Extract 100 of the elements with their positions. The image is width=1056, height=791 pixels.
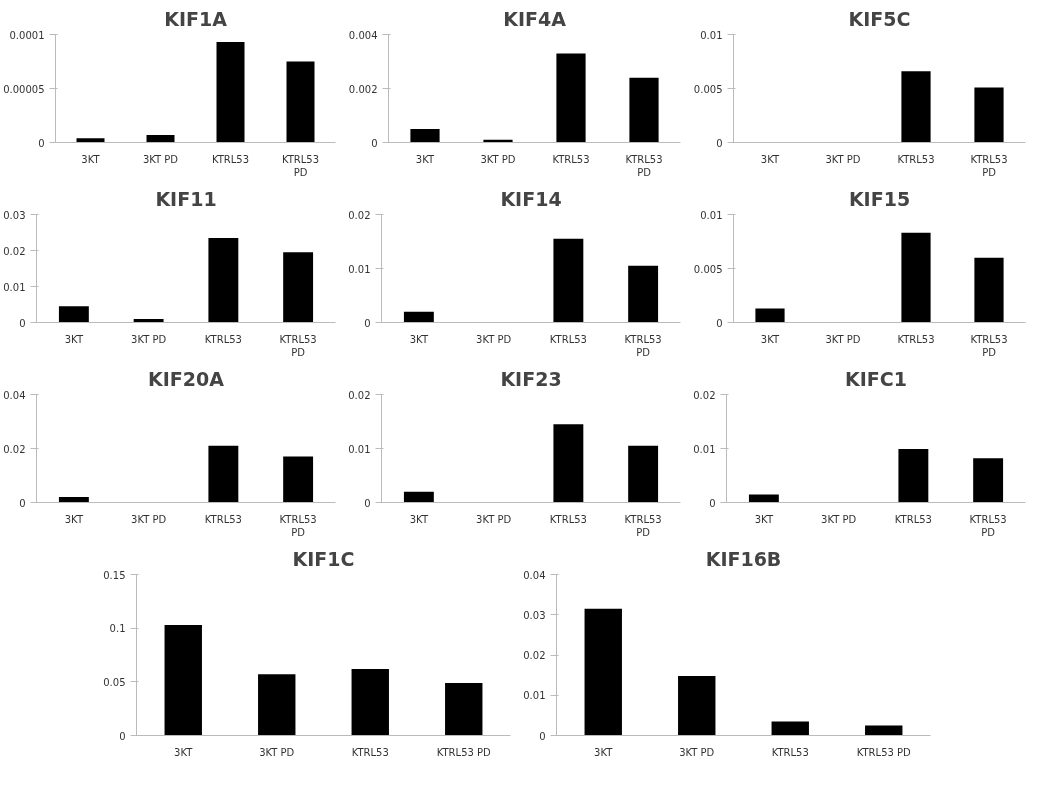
bar — [58, 497, 89, 503]
x-tick-label: KTRL53 — [204, 513, 242, 525]
x-tick-label: KTRL53 PD — [281, 153, 320, 178]
x-tick-label: KTRL53 PD — [624, 333, 662, 358]
bar — [678, 675, 716, 736]
x-tick-label: 3KT PD — [480, 153, 516, 165]
bar — [208, 445, 239, 503]
y-tick-label: 0 — [539, 730, 546, 742]
x-tick-label: KTRL53 — [211, 153, 250, 165]
x-tick-label: KTRL53 — [549, 333, 587, 345]
bar — [216, 42, 245, 143]
bar — [208, 237, 239, 323]
x-tick-label: 3KT PD — [825, 153, 861, 165]
x-tick-label: KTRL53 — [204, 333, 242, 345]
chart-title: KIF5C — [848, 7, 911, 30]
chart-title: KIF20A — [148, 367, 225, 390]
y-tick-label: 0.02 — [348, 209, 371, 221]
y-tick-label: 0.01 — [700, 29, 723, 41]
chart-title: KIF4A — [503, 7, 567, 30]
x-tick-label: 3KT — [760, 333, 781, 345]
bar — [283, 456, 314, 503]
x-tick-label: KTRL53 PD — [969, 513, 1007, 538]
x-tick-label: KTRL53 — [894, 513, 932, 525]
y-tick-label: 0 — [119, 730, 126, 742]
x-tick-label: KTRL53 PD — [625, 153, 663, 178]
x-tick-label: KTRL53 PD — [279, 513, 317, 538]
x-tick-label: KTRL53 PD — [279, 333, 317, 358]
y-tick-label: 0 — [371, 137, 378, 149]
x-tick-label: KTRL53 — [771, 746, 809, 758]
y-tick-label: 0 — [716, 317, 723, 329]
x-tick-label: 3KT — [754, 513, 774, 525]
x-tick-label: 3KT PD — [131, 513, 167, 525]
y-tick-label: 0.03 — [3, 209, 26, 221]
bar — [258, 674, 296, 736]
bar — [283, 252, 314, 323]
y-tick-label: 0.05 — [103, 676, 126, 688]
chart-title: KIF16B — [705, 547, 782, 570]
y-tick-label: 0 — [19, 317, 26, 329]
bar — [973, 458, 1004, 503]
y-tick-label: 0 — [364, 497, 371, 509]
bar — [351, 668, 389, 736]
y-tick-label: 0.02 — [348, 389, 371, 401]
bar — [865, 725, 903, 736]
bar — [146, 134, 175, 143]
bar — [553, 424, 584, 503]
y-tick-label: 0.02 — [3, 443, 26, 455]
x-tick-label: 3KT PD — [142, 153, 179, 165]
chart-title: KIF15 — [848, 187, 911, 210]
x-tick-label: KTRL53 — [552, 153, 590, 165]
y-tick-label: 0.005 — [693, 263, 723, 275]
x-tick-label: KTRL53 — [351, 746, 389, 758]
x-tick-label: KTRL53 PD — [624, 513, 662, 538]
x-tick-label: 3KT — [64, 333, 84, 345]
bar — [553, 238, 584, 323]
chart-title: KIF1A — [164, 7, 228, 30]
chart-title: KIF23 — [500, 367, 562, 390]
y-tick-label: 0.004 — [348, 29, 378, 41]
y-tick-label: 0 — [38, 137, 45, 149]
x-tick-label: 3KT — [594, 746, 614, 758]
y-tick-label: 0.002 — [348, 83, 378, 95]
chart-title: KIFC1 — [845, 367, 907, 390]
bar — [445, 682, 483, 736]
x-tick-label: KTRL53 PD — [436, 746, 492, 758]
x-tick-label: 3KT — [174, 746, 194, 758]
bar — [898, 449, 929, 503]
x-tick-label: KTRL53 PD — [970, 333, 1008, 358]
y-tick-label: 0 — [709, 497, 716, 509]
x-tick-label: 3KT PD — [259, 746, 295, 758]
y-tick-label: 0.04 — [3, 389, 26, 401]
y-tick-label: 0.02 — [693, 389, 716, 401]
x-tick-label: 3KT PD — [825, 333, 861, 345]
bar — [755, 308, 785, 323]
x-tick-label: 3KT PD — [821, 513, 857, 525]
x-tick-label: 3KT PD — [476, 513, 512, 525]
bar — [628, 445, 659, 503]
bar — [628, 265, 659, 323]
x-tick-label: 3KT — [409, 333, 429, 345]
y-tick-label: 0.0001 — [9, 29, 45, 41]
x-tick-label: KTRL53 PD — [856, 746, 912, 758]
chart-title: KIF1C — [292, 547, 355, 570]
bar — [974, 257, 1004, 323]
bar — [901, 232, 931, 323]
bar — [748, 494, 779, 503]
y-tick-label: 0.00005 — [3, 83, 45, 95]
bar — [584, 608, 622, 736]
x-tick-label: 3KT PD — [131, 333, 167, 345]
x-tick-label: 3KT — [415, 153, 436, 165]
bar — [556, 53, 586, 143]
y-tick-label: 0.01 — [523, 690, 546, 702]
y-tick-label: 0.03 — [523, 609, 546, 621]
y-tick-label: 0.02 — [523, 650, 546, 661]
bar — [629, 77, 659, 143]
bar — [410, 129, 440, 143]
x-tick-label: KTRL53 — [897, 153, 935, 165]
x-tick-label: 3KT PD — [476, 333, 512, 345]
bar — [76, 138, 105, 143]
y-tick-label: 0.01 — [3, 281, 26, 293]
y-tick-label: 0.15 — [103, 569, 126, 581]
y-tick-label: 0.01 — [348, 443, 371, 455]
bar — [403, 311, 434, 323]
